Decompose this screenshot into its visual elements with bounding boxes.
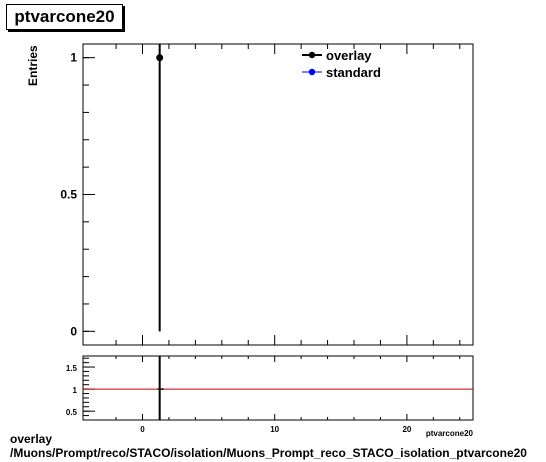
frame (82, 355, 474, 421)
main-plot-panel: 0 0.5 1 Entries overlay standard (26, 43, 474, 346)
legend-label: standard (326, 65, 381, 80)
legend-marker (308, 51, 316, 59)
y-tick-label: 0.5 (60, 188, 77, 202)
y-tick-label: 0.5 (66, 408, 78, 417)
x-tick-label: 10 (270, 425, 279, 434)
x-tick-label: 0 (140, 425, 145, 434)
frame (82, 43, 474, 346)
y-tick-label: 0 (70, 324, 77, 338)
x-tick-label: 20 (402, 425, 411, 434)
chart-title: ptvarcone20 (14, 7, 115, 26)
legend-label: overlay (326, 48, 372, 63)
footer-caption: overlay /Muons/Prompt/reco/STACO/isolati… (10, 432, 527, 460)
ratio-plot-panel: 0.5 1 1.5 0 10 20 ptvarcone20 (66, 355, 474, 438)
data-point (156, 54, 164, 62)
legend-marker (308, 68, 316, 76)
x-axis-label: ptvarcone20 (426, 429, 474, 438)
y-axis-label: Entries (26, 45, 40, 86)
footer-line-2: /Muons/Prompt/reco/STACO/isolation/Muons… (10, 446, 527, 460)
footer-line-1: overlay (10, 432, 53, 446)
y-tick-label: 1 (73, 386, 78, 395)
y-tick-label: 1.5 (66, 364, 78, 373)
y-tick-label: 1 (70, 51, 77, 65)
title-box: ptvarcone20 (6, 4, 123, 30)
